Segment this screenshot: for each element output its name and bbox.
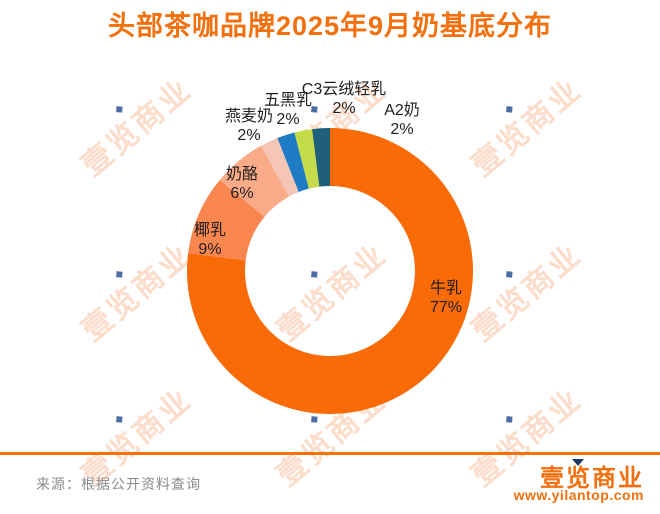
logo-triangle-icon (572, 459, 584, 466)
pie-slice-奶酪 (219, 145, 290, 217)
pie-slice-五黑乳 (277, 132, 309, 192)
pie-slice-C3云绒轻乳 (294, 129, 320, 189)
pie-slice-A2奶 (312, 128, 330, 187)
brand-logo: 壹览商业 (540, 458, 644, 493)
page-title: 头部茶咖品牌2025年9月奶基底分布 (107, 11, 553, 41)
brand-website: www.yilantop.com (513, 487, 644, 503)
footer-divider (0, 452, 660, 455)
brand-logo-text: 壹览商业 (540, 465, 644, 492)
pie-slice-椰乳 (188, 179, 265, 261)
pie-slice-燕麦奶 (261, 138, 299, 197)
source-note: 来源：根据公开资料查询 (36, 476, 201, 492)
pie-slice-牛乳 (187, 128, 474, 414)
